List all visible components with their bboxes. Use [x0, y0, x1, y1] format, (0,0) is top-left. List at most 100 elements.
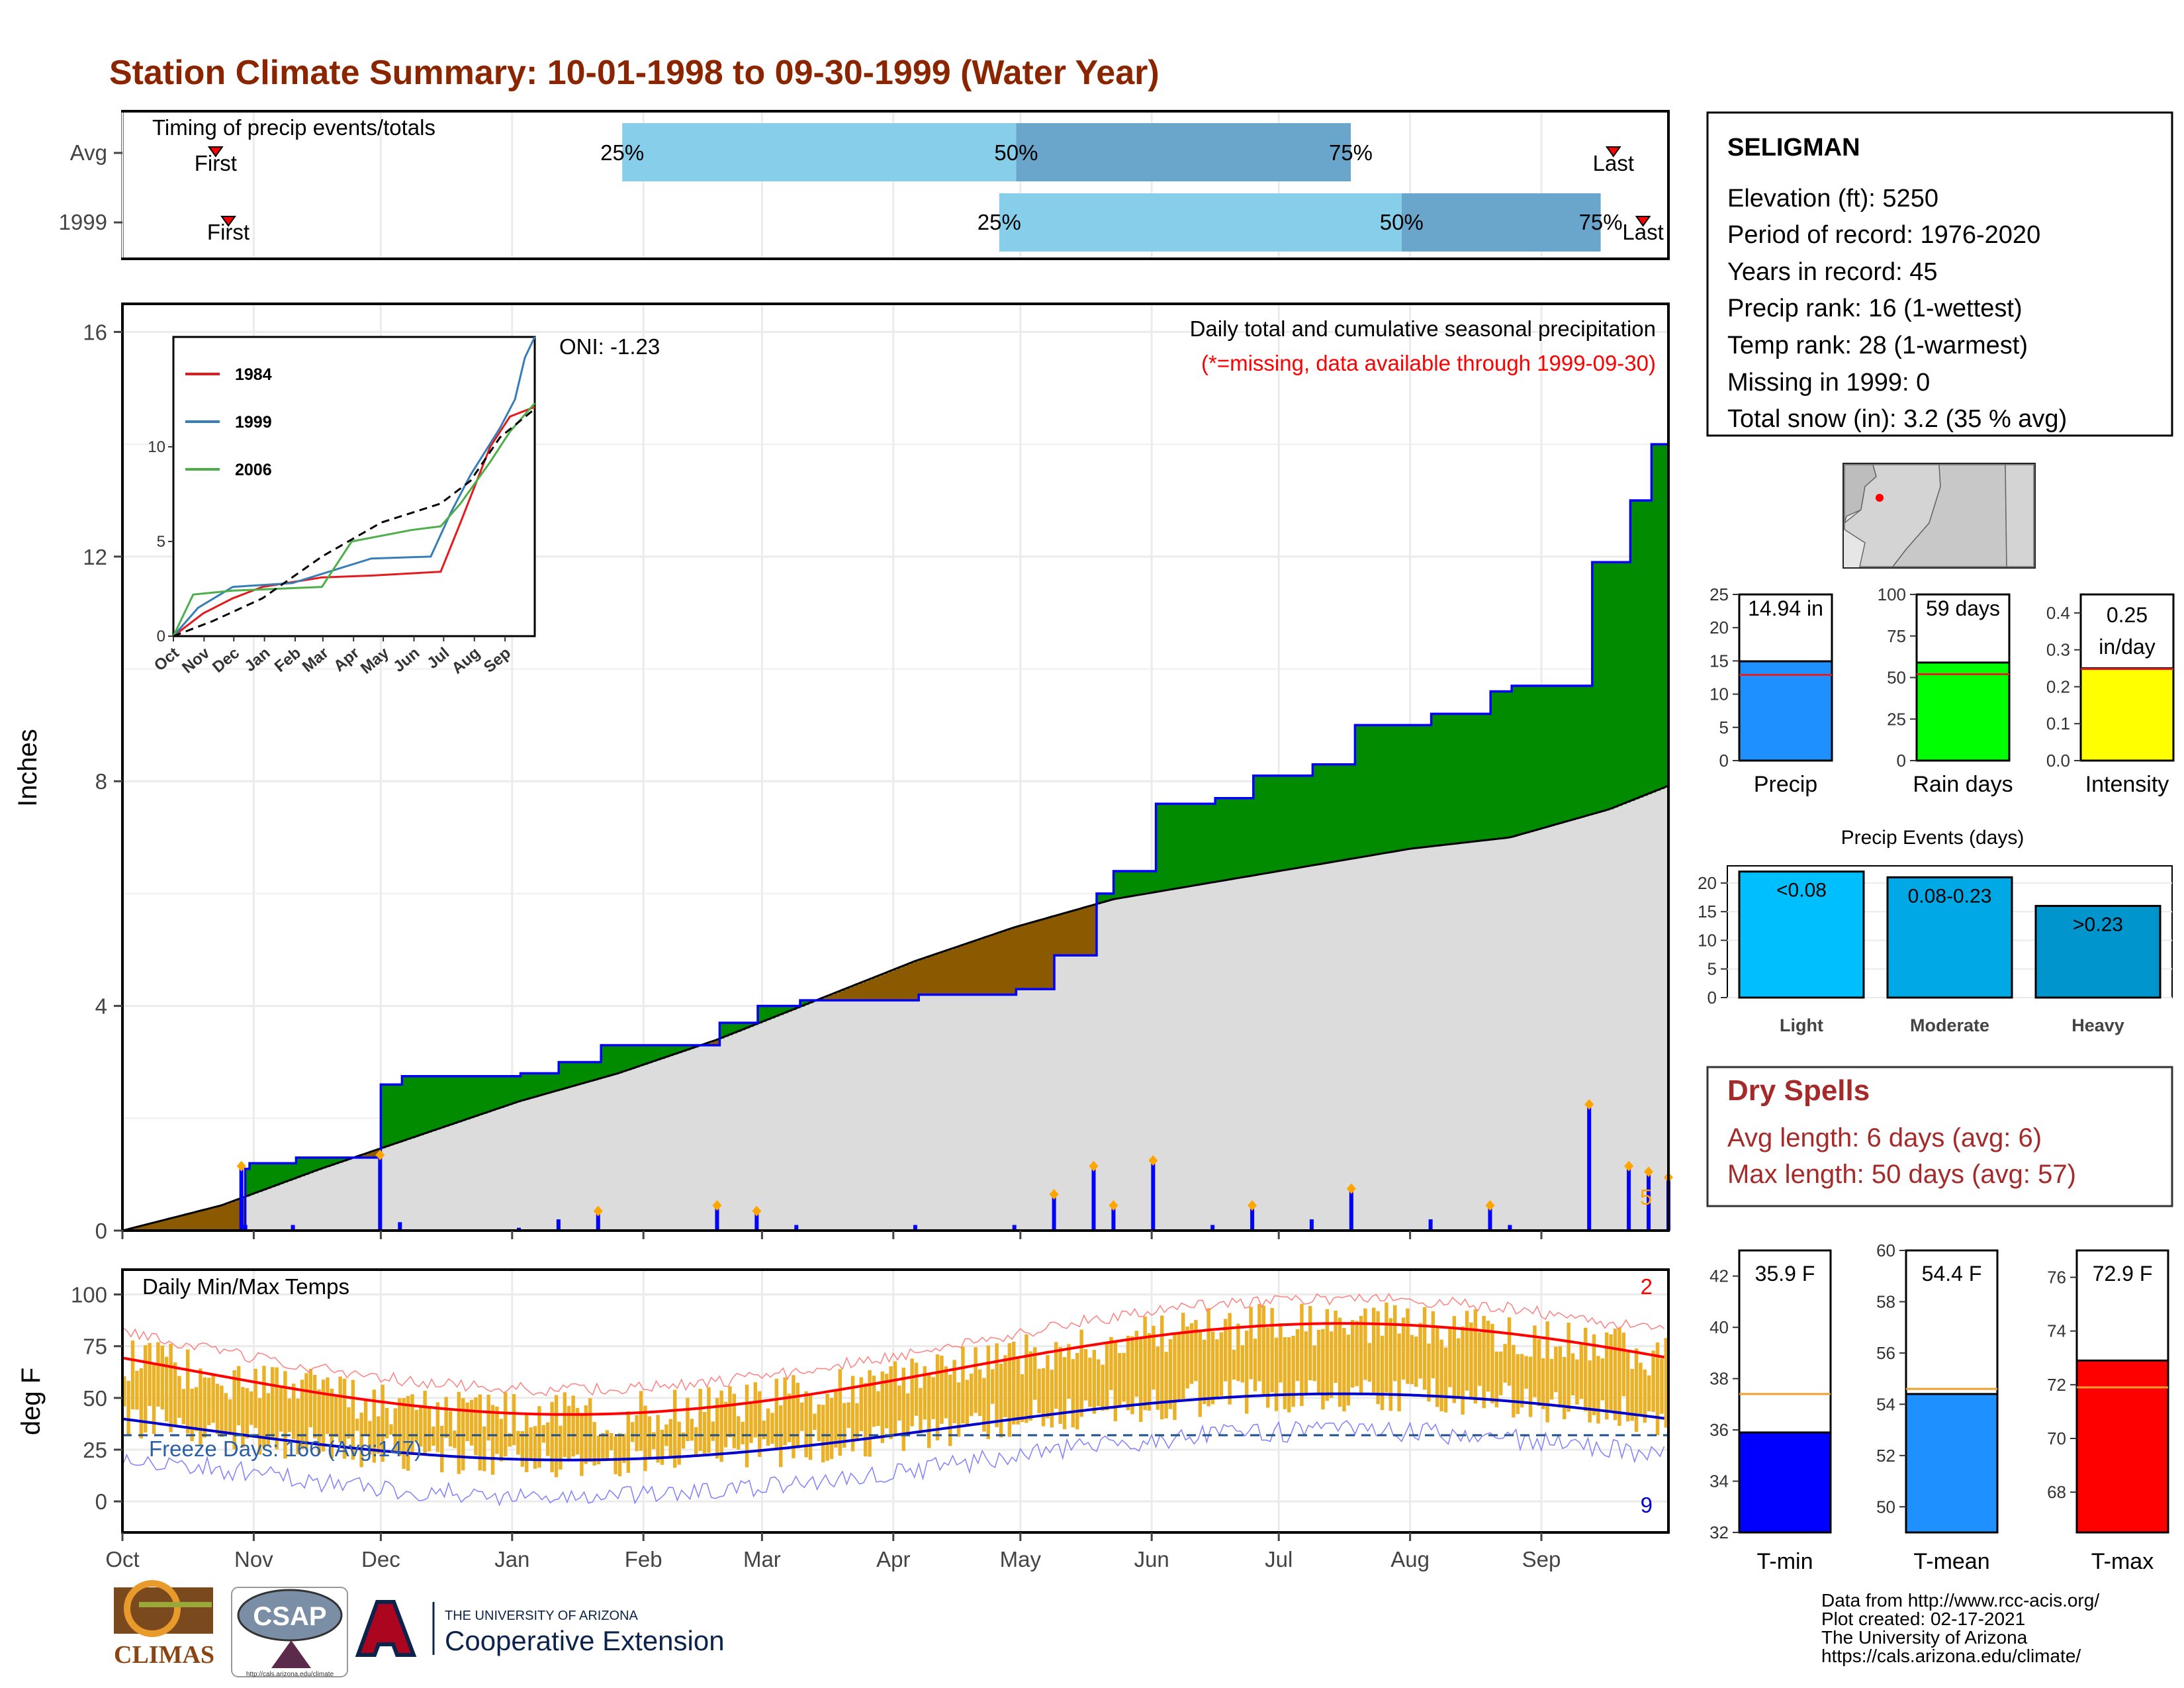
daily-temp-range-bar	[846, 1402, 850, 1429]
daily-precip-bar	[1309, 1219, 1314, 1231]
precip-y-tick-label: 12	[83, 545, 107, 569]
daily-precip-bar	[239, 1168, 244, 1231]
deficit-sliver	[952, 948, 958, 995]
daily-temp-range-bar	[698, 1389, 702, 1451]
deficit-sliver	[1003, 931, 1009, 995]
deficit-sliver	[368, 1152, 373, 1158]
daily-temp-range-bar	[923, 1366, 927, 1420]
surplus-sliver	[1541, 685, 1546, 829]
surplus-sliver	[461, 1076, 466, 1121]
events-category-label: Light	[1780, 1015, 1823, 1035]
daily-temp-range-bar	[732, 1393, 737, 1448]
surplus-sliver	[639, 1045, 644, 1066]
surplus-sliver	[1448, 714, 1453, 845]
daily-temp-range-bar	[567, 1405, 571, 1460]
surplus-sliver	[334, 1157, 339, 1164]
surplus-sliver	[1639, 500, 1644, 798]
deficit-sliver	[956, 947, 962, 995]
daily-temp-range-bar	[1494, 1351, 1499, 1408]
deficit-sliver	[1033, 921, 1038, 990]
temp-bar-tick-label: 72	[2047, 1375, 2066, 1395]
mini-bar-tick-label: 5	[1719, 718, 1729, 737]
surplus-sliver	[1342, 764, 1347, 861]
daily-temp-range-bar	[287, 1398, 292, 1432]
daily-temp-range-bar	[520, 1430, 525, 1467]
daily-temp-range-bar	[1626, 1350, 1630, 1422]
daily-temp-range-bar	[372, 1389, 377, 1463]
surplus-sliver	[614, 1045, 619, 1075]
heavy-event-marker-icon	[375, 1149, 385, 1160]
surplus-sliver	[1388, 725, 1394, 853]
surplus-sliver	[592, 1062, 598, 1081]
daily-temp-range-bar	[563, 1392, 567, 1457]
surplus-sliver	[1355, 725, 1360, 859]
surplus-sliver	[321, 1157, 326, 1169]
daily-precip-bar	[398, 1222, 402, 1231]
daily-precip-bar	[243, 1225, 248, 1231]
surplus-sliver	[1181, 804, 1186, 888]
daily-temp-range-bar	[211, 1374, 215, 1423]
daily-temp-range-bar	[974, 1347, 978, 1413]
daily-temp-range-bar	[529, 1427, 533, 1460]
heavy-event-marker-icon	[1148, 1155, 1158, 1166]
daily-temp-range-bar	[1630, 1368, 1634, 1421]
daily-temp-range-bar	[914, 1362, 919, 1416]
daily-temp-range-bar	[469, 1399, 474, 1446]
surplus-sliver	[1312, 764, 1318, 866]
daily-temp-range-bar	[1427, 1343, 1431, 1402]
surplus-sliver	[1287, 775, 1292, 870]
daily-temp-range-bar	[677, 1421, 681, 1465]
deficit-sliver	[236, 1199, 242, 1231]
events-tick-label: 15	[1698, 902, 1717, 921]
daily-precip-bar	[1210, 1225, 1215, 1231]
surplus-sliver	[749, 1023, 754, 1027]
daily-temp-range-bar	[525, 1415, 529, 1472]
deficit-sliver	[825, 996, 831, 1001]
daily-temp-range-bar	[1189, 1323, 1194, 1384]
surplus-sliver	[1609, 562, 1614, 810]
deficit-sliver	[711, 1041, 716, 1045]
deficit-sliver	[232, 1201, 238, 1231]
csap-cloud-icon	[237, 1589, 343, 1642]
daily-temp-range-bar	[190, 1388, 194, 1442]
surplus-sliver	[1359, 725, 1364, 858]
surplus-sliver	[1634, 500, 1639, 800]
daily-temp-range-bar	[533, 1426, 537, 1469]
daily-temp-range-bar	[253, 1368, 257, 1429]
daily-temp-range-bar	[1473, 1309, 1478, 1404]
surplus-sliver	[490, 1076, 496, 1111]
daily-temp-range-bar	[614, 1436, 617, 1475]
daily-temp-range-bar	[1376, 1311, 1380, 1405]
deficit-sliver	[148, 1224, 153, 1231]
surplus-sliver	[1228, 798, 1233, 880]
mini-bar-Rain days	[1915, 661, 2011, 762]
surplus-sliver	[1304, 775, 1309, 867]
mini-bar-label: Precip	[1754, 772, 1817, 797]
surplus-sliver	[342, 1157, 347, 1162]
surplus-sliver	[1570, 685, 1576, 820]
surplus-sliver	[1533, 685, 1538, 831]
daily-temp-range-bar	[758, 1391, 762, 1457]
surplus-sliver	[1194, 804, 1199, 886]
daily-temp-range-bar	[868, 1370, 872, 1457]
surplus-sliver	[1613, 562, 1618, 808]
csap-logo: CSAP http://cals.arizona.edu/climate	[231, 1587, 348, 1678]
month-label: Jan	[494, 1547, 529, 1571]
daily-temp-range-bar	[283, 1371, 287, 1459]
footer-credits: Data from http://www.rcc-acis.org/ Plot …	[1821, 1590, 2099, 1666]
surplus-sliver	[1418, 725, 1424, 848]
daily-temp-range-bar	[385, 1407, 389, 1438]
daily-temp-range-bar	[673, 1389, 677, 1468]
surplus-sliver	[723, 1023, 729, 1037]
daily-temp-range-bar	[762, 1421, 766, 1440]
daily-temp-range-bar	[956, 1382, 961, 1437]
surplus-sliver	[541, 1073, 547, 1096]
timing-row-avg: Avg	[70, 140, 107, 165]
surplus-sliver	[1401, 725, 1406, 851]
daily-temp-range-bar	[220, 1385, 224, 1437]
daily-temp-range-bar	[935, 1354, 940, 1440]
deficit-sliver	[1016, 927, 1021, 990]
daily-temp-range-bar	[1507, 1317, 1512, 1386]
daily-temp-range-bar	[1097, 1359, 1101, 1407]
